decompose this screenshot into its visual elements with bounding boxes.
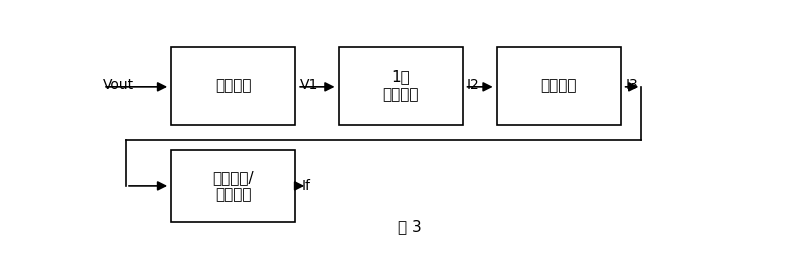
Text: If: If <box>302 179 311 193</box>
Text: V1: V1 <box>300 78 318 92</box>
Bar <box>171 150 295 222</box>
Text: 1阶
微分运算: 1阶 微分运算 <box>382 70 419 102</box>
Text: I3: I3 <box>626 78 638 92</box>
Bar <box>338 47 462 125</box>
Text: Vout: Vout <box>103 78 134 92</box>
Text: 线性运算: 线性运算 <box>541 78 577 93</box>
Text: 图 3: 图 3 <box>398 219 422 234</box>
Text: 时钟选通/
信号存储: 时钟选通/ 信号存储 <box>213 170 254 202</box>
Bar <box>497 47 621 125</box>
Bar <box>171 47 295 125</box>
Text: I2: I2 <box>467 78 480 92</box>
Text: 高通滤波: 高通滤波 <box>215 78 251 93</box>
